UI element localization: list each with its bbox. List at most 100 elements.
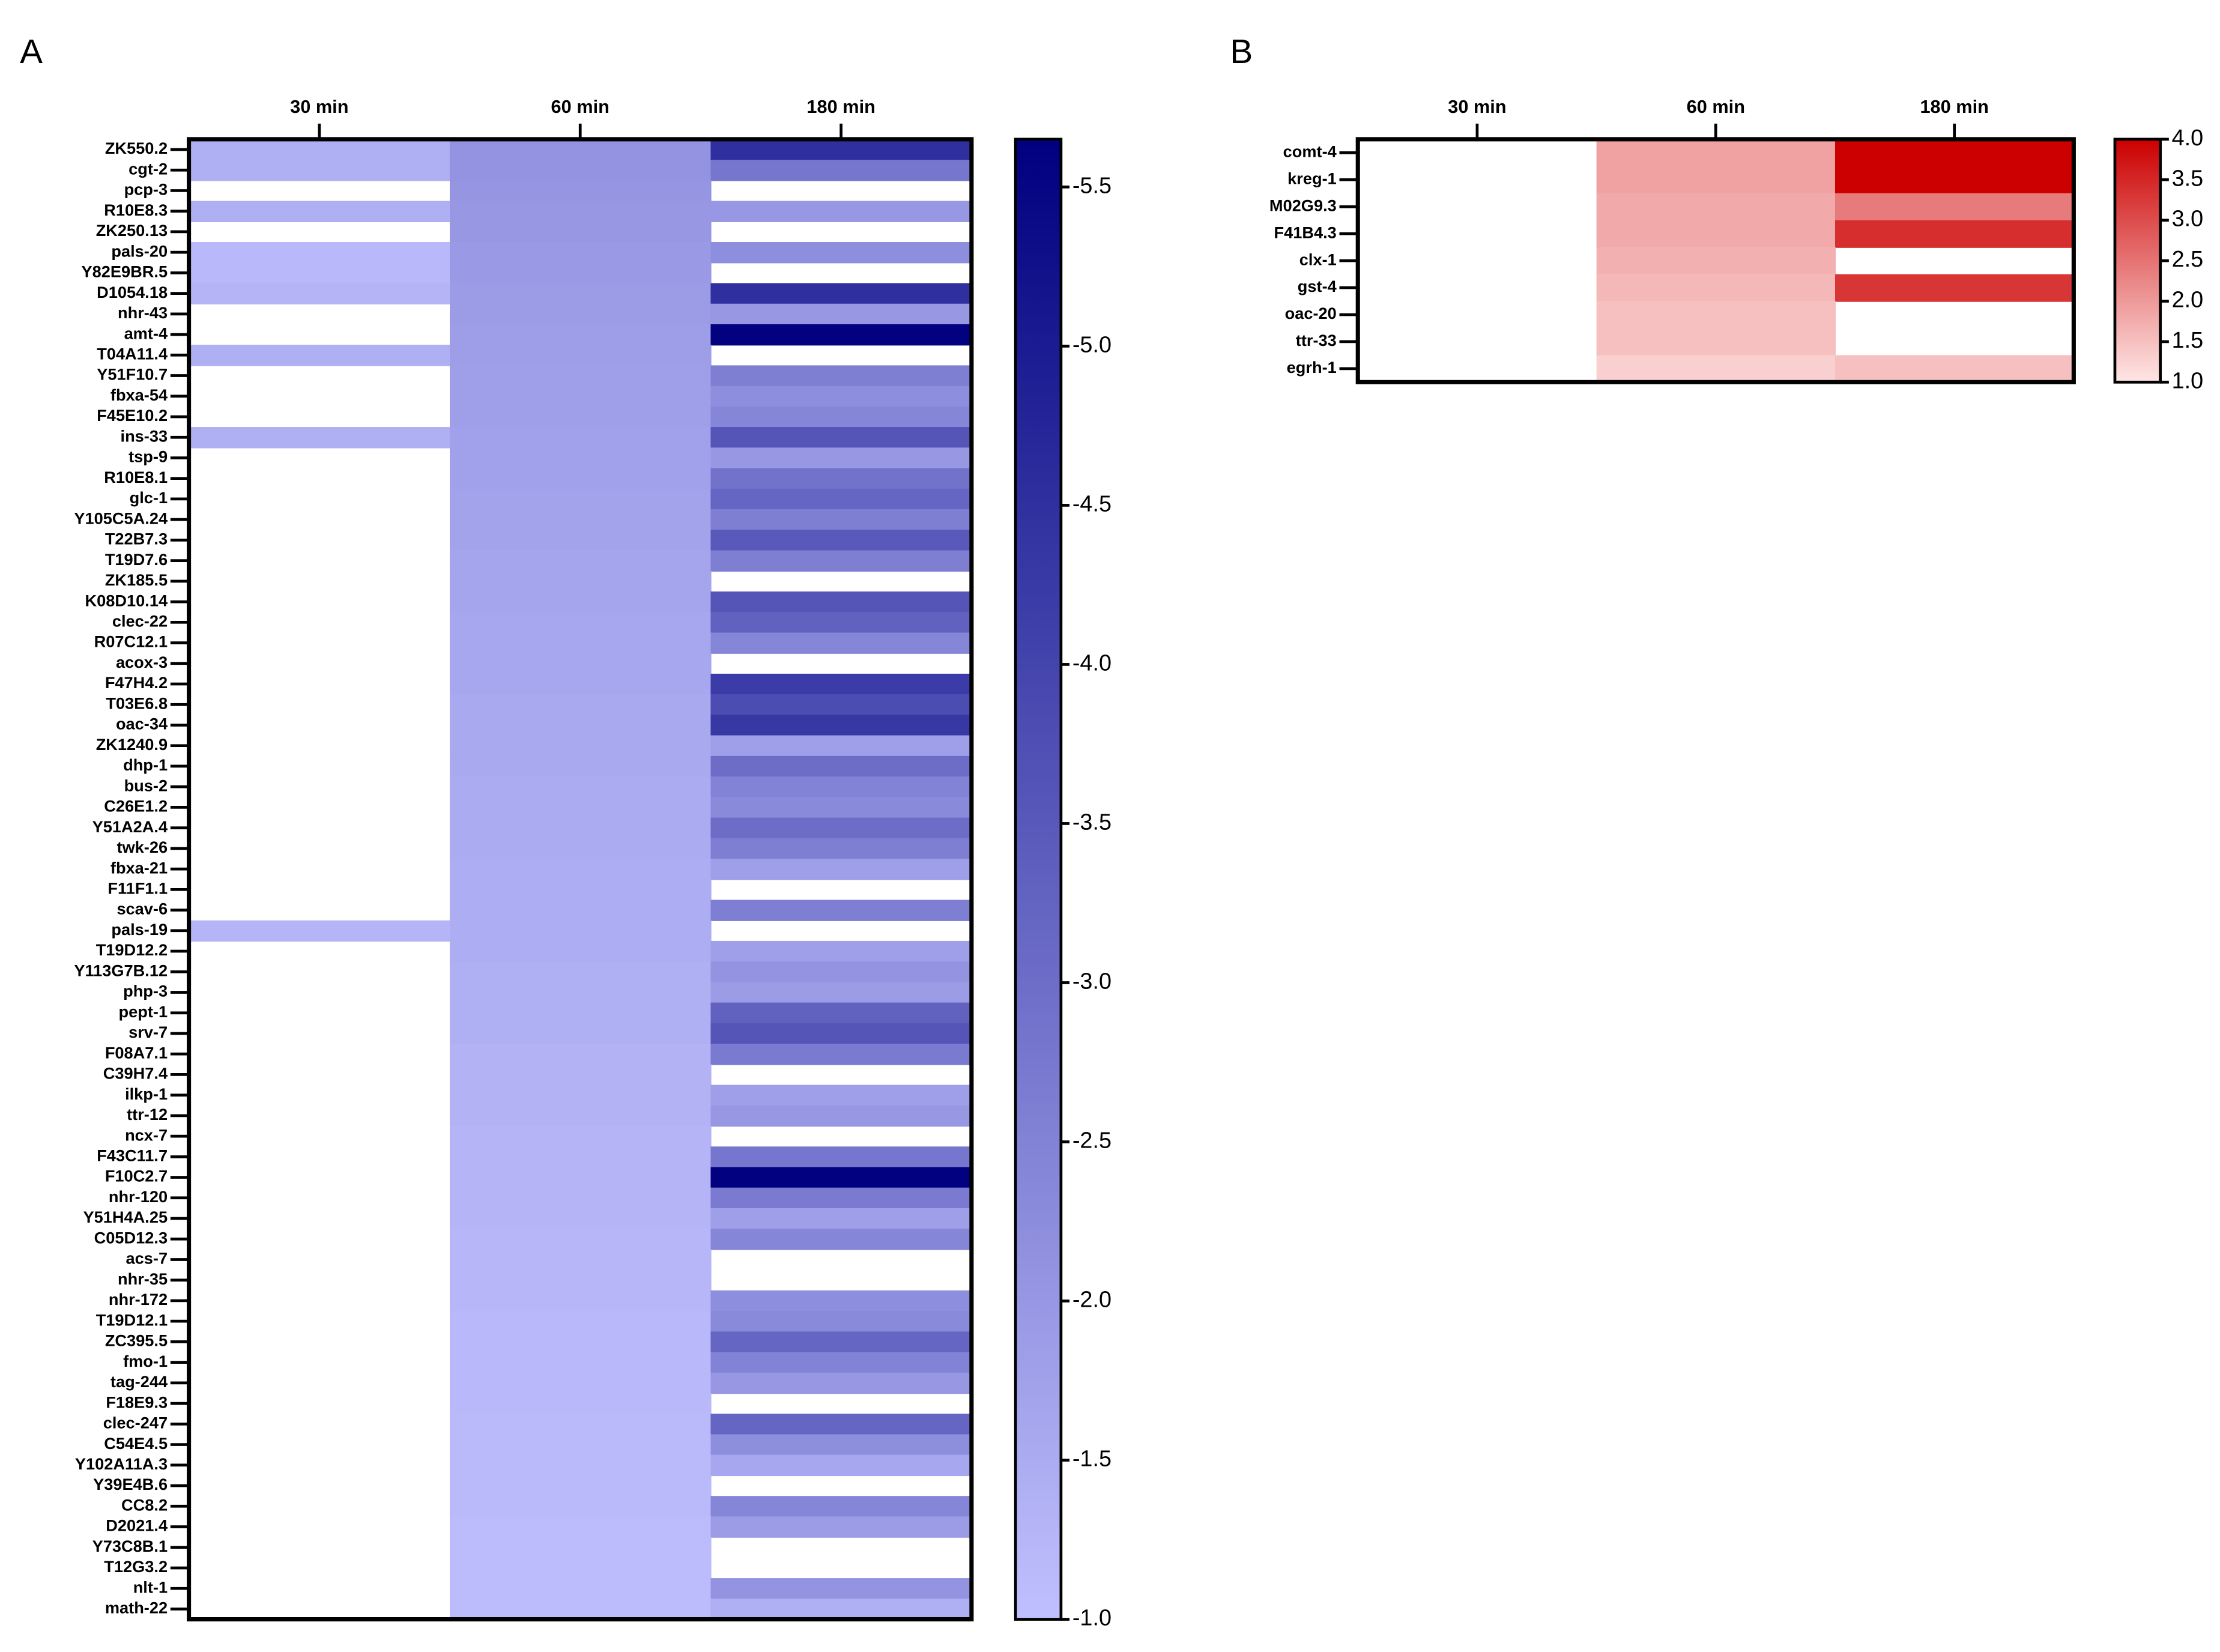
heatmap-cell xyxy=(710,982,973,1003)
colorbar-tick-label: 2.0 xyxy=(2172,288,2204,313)
heatmap-cell xyxy=(710,1085,973,1106)
heatmap-cell xyxy=(450,653,712,675)
heatmap-cell xyxy=(450,1331,712,1353)
heatmap-cell xyxy=(450,940,712,963)
heatmap-cell xyxy=(710,776,973,798)
heatmap-cell xyxy=(710,386,973,408)
heatmap-cell xyxy=(450,1044,712,1065)
heatmap-cell xyxy=(450,427,712,449)
colorbar-tick-label: 2.5 xyxy=(2172,247,2204,272)
row-label: Y113G7B.12 xyxy=(74,961,168,979)
heatmap-cell xyxy=(450,1146,712,1168)
heatmap-cell xyxy=(450,139,712,161)
column-label: 180 min xyxy=(1920,96,1988,117)
row-label: F47H4.2 xyxy=(105,673,168,692)
row-label: F41B4.3 xyxy=(1274,223,1336,241)
heatmap-cell xyxy=(450,961,712,983)
row-label: egrh-1 xyxy=(1287,358,1337,377)
row-label: scav-6 xyxy=(116,900,168,918)
heatmap-cell xyxy=(450,1414,712,1435)
heatmap-cell xyxy=(189,345,451,366)
heatmap-cell xyxy=(710,858,973,880)
heatmap-cell xyxy=(450,1085,712,1106)
row-label: twk-26 xyxy=(116,838,168,856)
row-label: gst-4 xyxy=(1298,277,1337,295)
heatmap-cell xyxy=(710,1002,973,1024)
heatmap-cell xyxy=(450,1393,712,1415)
colorbar-tick-label: -2.0 xyxy=(1072,1287,1112,1312)
row-label: fbxa-21 xyxy=(110,858,168,877)
row-label: T03E6.8 xyxy=(106,694,168,712)
row-label: clec-247 xyxy=(103,1414,168,1432)
row-label: ZK185.5 xyxy=(105,570,168,589)
heatmap-cell xyxy=(710,160,973,181)
row-label: T12G3.2 xyxy=(104,1557,168,1576)
row-label: F18E9.3 xyxy=(106,1393,168,1411)
heatmap-cell xyxy=(450,488,712,510)
row-label: T04A11.4 xyxy=(97,344,168,363)
colorbar xyxy=(1014,138,1063,1621)
colorbar-tick-label: 4.0 xyxy=(2172,126,2204,151)
heatmap-cell xyxy=(710,303,973,325)
row-label: R10E8.3 xyxy=(104,201,168,219)
row-label: ZK550.2 xyxy=(105,139,168,157)
heatmap-cell xyxy=(710,427,973,449)
heatmap-cell xyxy=(450,221,712,243)
heatmap-cell xyxy=(450,879,712,901)
row-label: T22B7.3 xyxy=(105,530,168,548)
colorbar-tick-label: -4.5 xyxy=(1072,491,1112,516)
row-label: nhr-120 xyxy=(109,1187,168,1206)
row-label: ZC395.5 xyxy=(105,1331,168,1350)
heatmap-cell xyxy=(450,673,712,695)
row-label: Y102A11A.3 xyxy=(75,1454,168,1473)
row-label: ins-33 xyxy=(121,426,168,445)
heatmap-cell xyxy=(710,201,973,222)
heatmap-cell xyxy=(710,1023,973,1045)
colorbar-tick-label: -1.5 xyxy=(1072,1447,1112,1472)
heatmap-cell xyxy=(189,160,451,181)
heatmap-cell xyxy=(189,201,451,222)
heatmap-cell xyxy=(710,961,973,983)
column-label: 60 min xyxy=(1687,96,1745,117)
heatmap-cell xyxy=(710,1187,973,1209)
heatmap-cell xyxy=(710,694,973,716)
row-label: F45E10.2 xyxy=(97,406,168,425)
heatmap-cell xyxy=(710,488,973,510)
colorbar-tick-label: 3.5 xyxy=(2172,166,2204,191)
colorbar-tick-label: -3.5 xyxy=(1072,809,1112,835)
heatmap-cell xyxy=(450,858,712,880)
heatmap-cell xyxy=(450,1249,712,1271)
row-label: Y39E4B.6 xyxy=(93,1475,168,1493)
heatmap-cell xyxy=(450,900,712,921)
heatmap-cell xyxy=(189,262,451,284)
row-label: pals-20 xyxy=(111,241,168,260)
heatmap-cell xyxy=(450,982,712,1003)
heatmap-cell xyxy=(450,817,712,839)
heatmap-cell xyxy=(710,940,973,963)
heatmap-cell xyxy=(450,715,712,736)
heatmap-cell xyxy=(1834,220,2075,248)
heatmap-cell xyxy=(710,838,973,860)
colorbar-tick-label: -4.0 xyxy=(1072,650,1112,676)
column-label: 180 min xyxy=(806,96,875,117)
row-label: Y105C5A.24 xyxy=(74,509,168,527)
row-label: R10E8.1 xyxy=(104,468,168,486)
heatmap-cell xyxy=(710,632,973,654)
heatmap-cell xyxy=(710,509,973,531)
colorbar xyxy=(2113,138,2162,384)
heatmap-cell xyxy=(710,1167,973,1188)
row-label: amt-4 xyxy=(124,324,168,342)
row-label: T19D12.2 xyxy=(96,940,168,959)
heatmap-cell xyxy=(710,900,973,921)
colorbar-tick-label: -2.5 xyxy=(1072,1128,1112,1153)
heatmap-cell xyxy=(710,612,973,634)
row-label: fmo-1 xyxy=(123,1352,168,1370)
heatmap-cell xyxy=(710,1414,973,1435)
row-label: fbxa-54 xyxy=(110,386,168,404)
heatmap-cell xyxy=(450,303,712,325)
heatmap-cell xyxy=(710,1105,973,1127)
row-label: glc-1 xyxy=(130,488,168,507)
row-label: Y51A2A.4 xyxy=(92,817,168,836)
colorbar-tick-label: -1.0 xyxy=(1072,1606,1112,1631)
